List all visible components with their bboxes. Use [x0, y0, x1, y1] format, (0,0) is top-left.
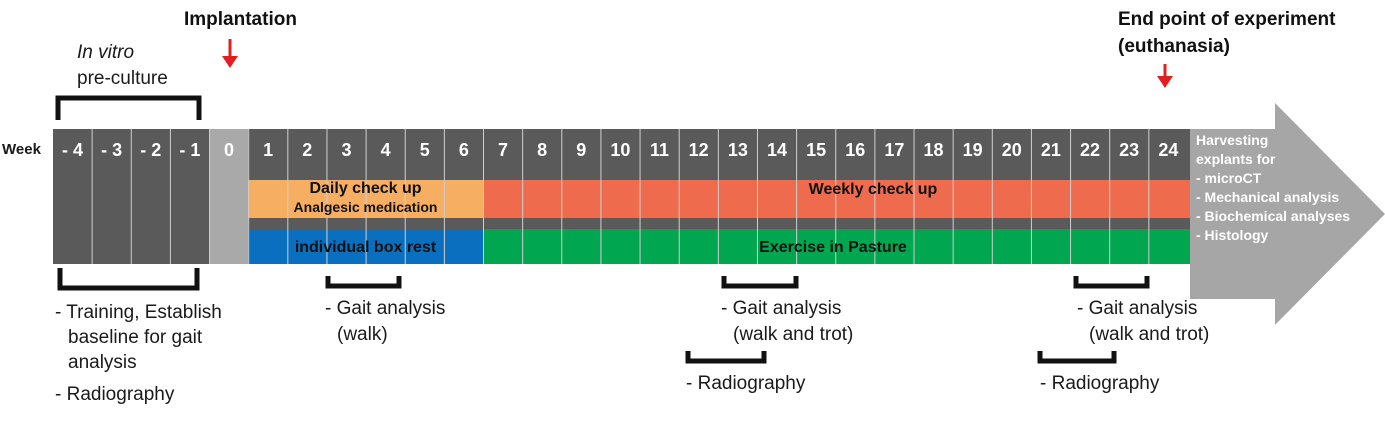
week-dividers — [91, 129, 1150, 264]
week-number: 3 — [341, 140, 352, 160]
harvest-item: - microCT — [1196, 170, 1262, 186]
week-number: 7 — [497, 140, 508, 160]
harvest-item: - Biochemical analyses — [1196, 208, 1351, 224]
week-number: - 4 — [61, 140, 83, 160]
week-number: 9 — [576, 140, 587, 160]
harvest-item: - Histology — [1196, 227, 1269, 243]
baseline-note-line3: analysis — [68, 352, 137, 373]
baseline-bracket — [57, 268, 200, 291]
baseline-radiography-note: - Radiography — [55, 384, 175, 405]
endpoint-label-line2: (euthanasia) — [1118, 36, 1230, 57]
radio2-note: - Radiography — [686, 373, 806, 394]
preculture-label-italic: In vitro — [77, 42, 135, 63]
week-number: - 2 — [140, 140, 162, 160]
gait1-note-line1: - Gait analysis — [325, 298, 446, 319]
week-number: 22 — [1080, 140, 1101, 160]
week-number: 21 — [1040, 140, 1061, 160]
baseline-note-line2: baseline for gait — [68, 327, 203, 348]
harvest-item: - Mechanical analysis — [1196, 189, 1340, 205]
week-number: 16 — [845, 140, 866, 160]
week-number: 14 — [766, 140, 787, 160]
week-number: 18 — [923, 140, 944, 160]
week-number: 10 — [610, 140, 631, 160]
weekly-check-label: Weekly check up — [808, 181, 938, 198]
band-separator — [248, 218, 1190, 229]
week-number: 6 — [458, 140, 469, 160]
analgesic-label: Analgesic medication — [293, 199, 438, 215]
endpoint-marker — [1157, 64, 1173, 88]
week-number: - 1 — [179, 140, 201, 160]
box-rest-label: individual box rest — [294, 239, 437, 256]
gait2-note-line2: (walk and trot) — [733, 324, 854, 345]
week-number: 1 — [263, 140, 274, 160]
week-number: 5 — [419, 140, 430, 160]
week-number: 15 — [806, 140, 827, 160]
harvest-list: Harvesting explants for - microCT - Mech… — [1196, 131, 1385, 245]
daily-check-label: Daily check up — [309, 180, 422, 197]
radio3-bracket — [1037, 351, 1117, 364]
gait2-note-line1: - Gait analysis — [721, 298, 842, 319]
endpoint-label-line1: End point of experiment — [1118, 9, 1336, 30]
preculture-bracket — [55, 95, 202, 120]
daily-check-band — [248, 180, 483, 218]
week-number: 8 — [537, 140, 548, 160]
radio2-bracket — [685, 351, 767, 364]
week-number: 23 — [1119, 140, 1140, 160]
week-number: 11 — [650, 140, 670, 160]
week-number: 0 — [224, 140, 235, 160]
week-number: - 3 — [101, 140, 123, 160]
box-rest-band — [248, 229, 483, 264]
harvest-arrow — [1190, 103, 1385, 325]
gait1-note-line2: (walk) — [337, 324, 388, 345]
pasture-label: Exercise in Pasture — [759, 239, 907, 256]
preculture-label: pre-culture — [77, 68, 168, 89]
baseline-note-line1: - Training, Establish — [55, 302, 222, 323]
harvest-title-line1: Harvesting — [1196, 132, 1269, 148]
radio3-note: - Radiography — [1040, 373, 1160, 394]
week-label: Week — [2, 141, 41, 158]
week-number: 17 — [884, 140, 905, 160]
week-number: 20 — [1001, 140, 1022, 160]
gait2-bracket — [721, 276, 799, 289]
week-number: 24 — [1158, 140, 1179, 160]
week-number: 2 — [302, 140, 313, 160]
week-number: 13 — [727, 140, 748, 160]
implantation-marker — [222, 39, 238, 68]
week0-block — [209, 129, 248, 264]
week-number: 4 — [380, 140, 391, 160]
week-number: 12 — [688, 140, 709, 160]
harvest-title-line2: explants for — [1196, 151, 1276, 167]
gait3-note-line2: (walk and trot) — [1089, 324, 1210, 345]
implantation-label: Implantation — [184, 9, 297, 30]
gait1-bracket — [325, 276, 402, 289]
gait3-note-line1: - Gait analysis — [1077, 298, 1198, 319]
week-number: 19 — [962, 140, 983, 160]
gait3-bracket — [1073, 276, 1150, 289]
